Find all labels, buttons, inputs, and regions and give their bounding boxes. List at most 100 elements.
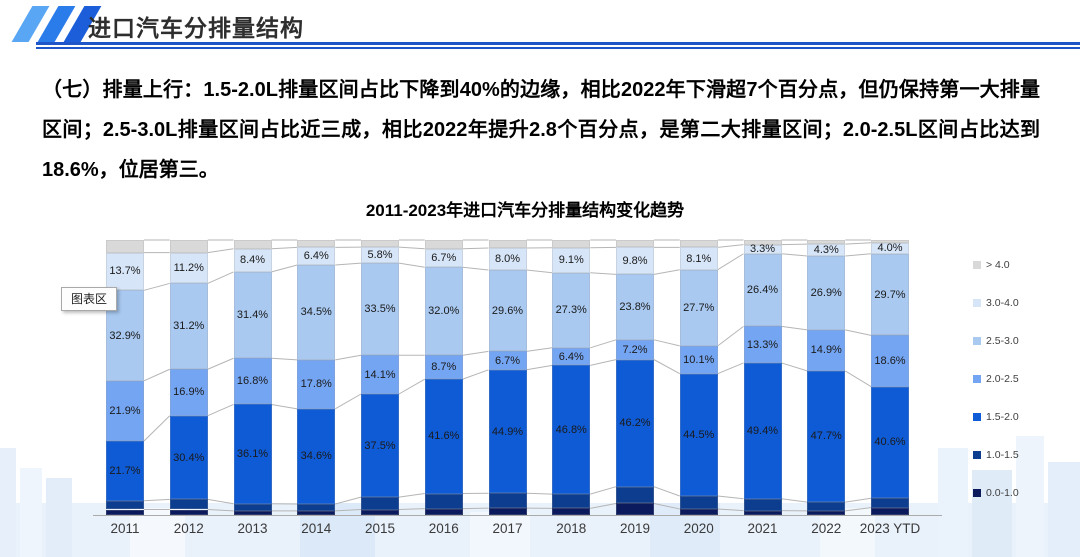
bar-segment-4.0-2015[interactable] — [361, 240, 399, 248]
bar-segment-3.04.0-2021[interactable] — [743, 244, 782, 254]
bar-segment-2.02.5-2018[interactable] — [552, 347, 591, 366]
bar-segment-0.01.0-2022[interactable] — [807, 510, 846, 515]
bar-segment-1.52.0-2015[interactable] — [361, 394, 399, 498]
bar-segment-4.0-2020[interactable] — [679, 240, 718, 248]
bar-segment-0.01.0-2016[interactable] — [424, 508, 463, 515]
bar-segment-1.52.0-2011[interactable] — [106, 441, 144, 501]
bar-segment-3.04.0-2023-YTD[interactable] — [871, 242, 909, 254]
bar-segment-2.02.5-2011[interactable] — [106, 380, 144, 442]
bar-segment-2.53.0-2013[interactable] — [233, 271, 272, 359]
bar-segment-1.01.5-2012[interactable] — [169, 499, 208, 510]
bar-segment-2.53.0-2016[interactable] — [424, 267, 463, 356]
bar-segment-1.52.0-2012[interactable] — [169, 415, 208, 500]
bar-segment-2.02.5-2014[interactable] — [297, 359, 336, 409]
bar-segment-2.02.5-2016[interactable] — [424, 355, 463, 380]
bar-segment-4.0-2022[interactable] — [807, 240, 846, 245]
bar-segment-0.01.0-2017[interactable] — [488, 508, 527, 515]
bar-segment-3.04.0-2018[interactable] — [552, 247, 591, 273]
bar-segment-0.01.0-2011[interactable] — [106, 509, 144, 515]
bar-segment-1.01.5-2023-YTD[interactable] — [871, 498, 909, 508]
bar-segment-2.02.5-2015[interactable] — [361, 355, 399, 394]
bar-segment-2.53.0-2017[interactable] — [488, 269, 527, 352]
bar-data-label: 16.9% — [173, 386, 205, 399]
bar-segment-1.01.5-2020[interactable] — [679, 496, 718, 509]
bar-segment-1.52.0-2017[interactable] — [488, 369, 527, 494]
bar-segment-1.01.5-2011[interactable] — [106, 500, 144, 510]
bar-segment-0.01.0-2012[interactable] — [169, 509, 208, 515]
bar-segment-2.02.5-2021[interactable] — [743, 326, 782, 363]
bar-segment-1.52.0-2022[interactable] — [807, 370, 846, 503]
bar-segment-2.02.5-2012[interactable] — [169, 369, 208, 416]
bar-segment-2.53.0-2019[interactable] — [616, 274, 654, 340]
bar-segment-1.01.5-2018[interactable] — [552, 494, 591, 509]
legend-item-3.04.0[interactable]: 3.0-4.0 — [973, 297, 1019, 309]
bar-segment-1.52.0-2021[interactable] — [743, 362, 782, 499]
bar-segment-1.52.0-2016[interactable] — [424, 379, 463, 494]
bar-segment-2.53.0-2020[interactable] — [679, 269, 718, 346]
bar-segment-1.52.0-2013[interactable] — [233, 404, 272, 504]
bar-segment-0.01.0-2014[interactable] — [297, 510, 336, 515]
bar-segment-0.01.0-2020[interactable] — [679, 508, 718, 515]
bar-segment-1.01.5-2013[interactable] — [233, 503, 272, 511]
bar-segment-2.53.0-2012[interactable] — [169, 283, 208, 370]
bar-segment-0.01.0-2015[interactable] — [361, 509, 399, 515]
legend-item-2.02.5[interactable]: 2.0-2.5 — [973, 373, 1019, 385]
bar-segment-3.04.0-2013[interactable] — [233, 248, 272, 272]
bar-segment-0.01.0-2019[interactable] — [616, 503, 654, 515]
bar-segment-3.04.0-2015[interactable] — [361, 247, 399, 264]
bar-segment-1.01.5-2016[interactable] — [424, 493, 463, 509]
bar-segment-4.0-2023-YTD[interactable] — [871, 240, 909, 243]
bar-segment-4.0-2018[interactable] — [552, 240, 591, 248]
bar-segment-2.02.5-2019[interactable] — [616, 339, 654, 360]
legend-item-2.53.0[interactable]: 2.5-3.0 — [973, 335, 1019, 347]
bar-segment-1.01.5-2014[interactable] — [297, 504, 336, 511]
legend-item-1.52.0[interactable]: 1.5-2.0 — [973, 411, 1019, 423]
bar-segment-3.04.0-2022[interactable] — [807, 244, 846, 256]
bar-segment-2.02.5-2017[interactable] — [488, 351, 527, 370]
bar-segment-2.53.0-2023-YTD[interactable] — [871, 253, 909, 336]
bar-segment-2.02.5-2020[interactable] — [679, 345, 718, 374]
bar-segment-4.0-2012[interactable] — [169, 240, 208, 253]
bar-segment-1.52.0-2019[interactable] — [616, 359, 654, 487]
bar-segment-4.0-2019[interactable] — [616, 240, 654, 248]
bar-segment-1.01.5-2019[interactable] — [616, 486, 654, 504]
legend-item-4.0[interactable]: > 4.0 — [973, 259, 1010, 271]
bar-segment-2.53.0-2022[interactable] — [807, 255, 846, 330]
bar-segment-2.53.0-2018[interactable] — [552, 272, 591, 348]
bar-segment-1.52.0-2020[interactable] — [679, 373, 718, 497]
bar-segment-3.04.0-2017[interactable] — [488, 247, 527, 270]
bar-segment-4.0-2011[interactable] — [106, 240, 144, 253]
bar-segment-2.02.5-2022[interactable] — [807, 329, 846, 371]
bar-segment-1.01.5-2021[interactable] — [743, 498, 782, 511]
bar-segment-4.0-2013[interactable] — [233, 240, 272, 249]
bar-segment-4.0-2021[interactable] — [743, 240, 782, 245]
bar-segment-0.01.0-2023-YTD[interactable] — [871, 507, 909, 515]
bar-segment-1.01.5-2015[interactable] — [361, 497, 399, 510]
bar-segment-2.53.0-2015[interactable] — [361, 263, 399, 356]
bar-segment-3.04.0-2011[interactable] — [106, 252, 144, 291]
bar-segment-3.04.0-2016[interactable] — [424, 248, 463, 268]
bar-segment-1.01.5-2017[interactable] — [488, 493, 527, 509]
bar-segment-1.01.5-2022[interactable] — [807, 502, 846, 511]
bar-segment-0.01.0-2018[interactable] — [552, 508, 591, 515]
bar-segment-1.52.0-2014[interactable] — [297, 408, 336, 504]
legend-item-0.01.0[interactable]: 0.0-1.0 — [973, 487, 1019, 499]
bar-segment-0.01.0-2021[interactable] — [743, 510, 782, 515]
bar-segment-0.01.0-2013[interactable] — [233, 510, 272, 515]
bar-segment-4.0-2017[interactable] — [488, 240, 527, 248]
bar-segment-2.02.5-2023-YTD[interactable] — [871, 335, 909, 387]
legend-item-1.01.5[interactable]: 1.0-1.5 — [973, 449, 1019, 461]
bar-data-label: 44.5% — [683, 428, 715, 441]
bar-segment-1.52.0-2018[interactable] — [552, 365, 591, 495]
bar-segment-4.0-2014[interactable] — [297, 240, 336, 248]
bar-segment-2.53.0-2021[interactable] — [743, 253, 782, 327]
bar-segment-2.53.0-2014[interactable] — [297, 265, 336, 360]
bar-segment-1.52.0-2023-YTD[interactable] — [871, 386, 909, 499]
bar-segment-2.02.5-2013[interactable] — [233, 358, 272, 405]
bar-segment-3.04.0-2019[interactable] — [616, 247, 654, 275]
bar-segment-3.04.0-2020[interactable] — [679, 247, 718, 270]
bar-segment-4.0-2016[interactable] — [424, 240, 463, 249]
bar-segment-3.04.0-2014[interactable] — [297, 247, 336, 266]
bar-segment-3.04.0-2012[interactable] — [169, 252, 208, 284]
